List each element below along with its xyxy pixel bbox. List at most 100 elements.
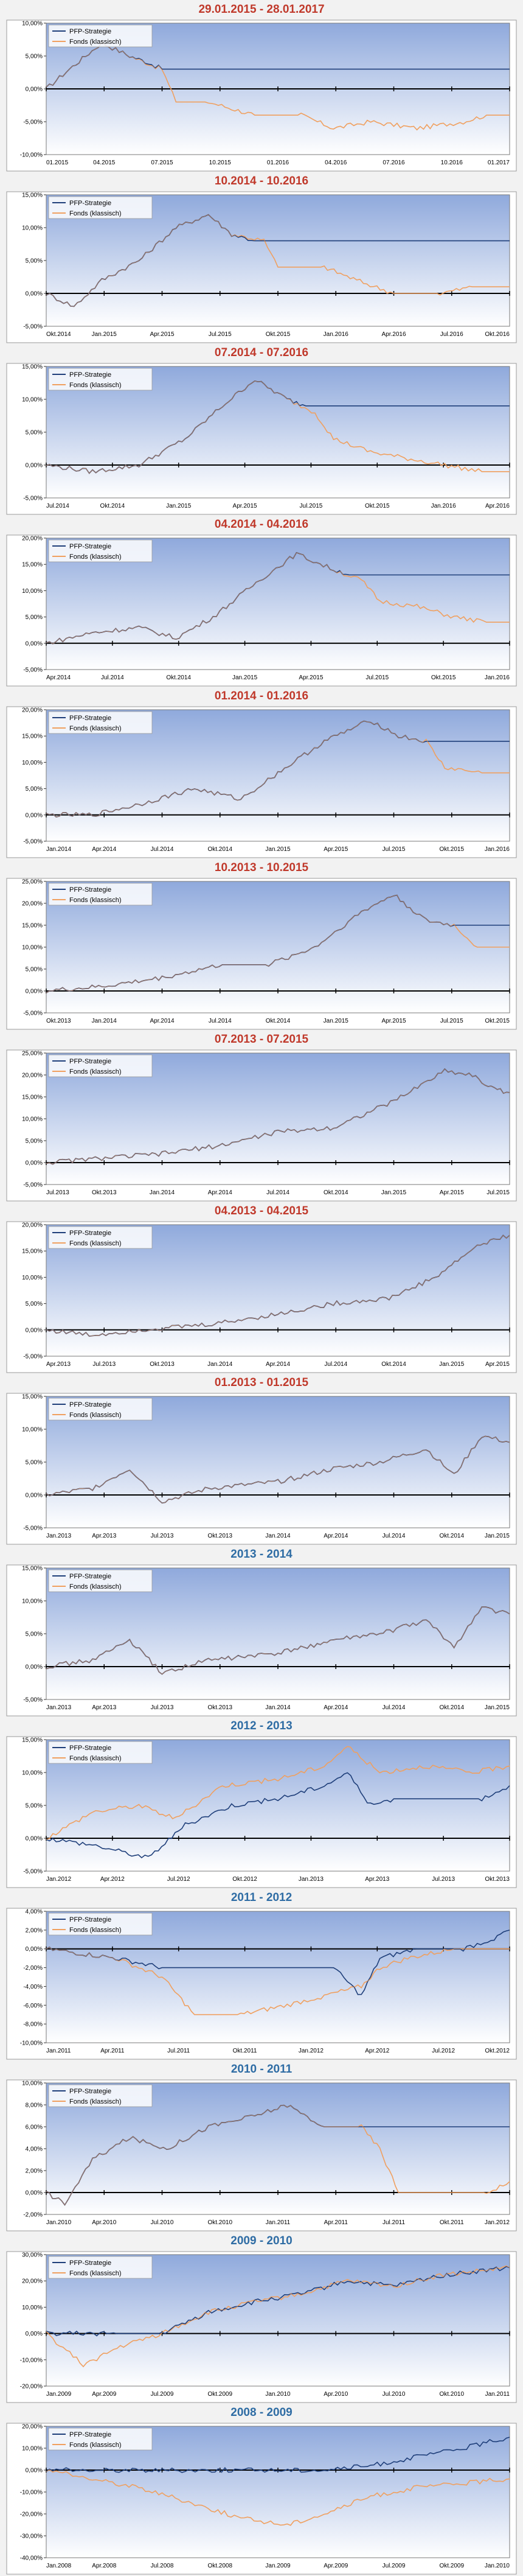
y-tick-label: 0,00% [26,1327,43,1334]
x-tick-label: Jan.2012 [299,2048,324,2054]
x-tick-label: Okt.2015 [485,1018,510,1024]
x-tick-label: Okt.2009 [207,2391,232,2398]
chart-title: 10.2014 - 10.2016 [214,175,309,187]
y-tick-label: 0,00% [26,2190,43,2197]
y-tick-label: 20,00% [22,1073,43,1079]
series-line-fund-overlay [46,1606,510,1675]
x-tick-label: Okt.2014 [166,674,191,681]
x-tick-label: Jan.2014 [207,1361,233,1368]
legend-label-strategy: PFP-Strategie [69,1058,111,1065]
y-tick-label: 4,00% [26,1909,43,1916]
x-tick-label: Okt.2012 [485,2048,510,2054]
x-tick-label: Okt.2013 [92,1189,117,1196]
x-tick-label: Okt.2011 [440,2219,464,2226]
legend: PFP-Strategie Fonds (klassisch) [48,368,153,391]
y-tick-label: 5,00% [26,1138,43,1145]
x-tick-label: Jul.2011 [167,2048,190,2054]
x-tick-label: Apr.2013 [365,1876,389,1883]
x-tick-label: Okt.2014 [439,1704,464,1711]
chart-svg: -5,00% 0,00% 5,00% 10,00% 15,00% Jan.2013 Apr.… [6,1393,517,1545]
x-tick-label: Okt.2013 [207,1704,232,1711]
x-tick-label: Apr.2014 [92,846,116,853]
y-tick-label: 0,00% [26,291,43,298]
y-tick-label: 10,00% [22,2081,43,2087]
x-tick-label: Okt.2014 [100,503,125,509]
y-tick-label: 0,00% [26,812,43,819]
legend: PFP-Strategie Fonds (klassisch) [48,1398,153,1421]
x-tick-label: 07.2015 [151,159,173,166]
x-tick-label: Jan.2015 [485,1533,510,1539]
x-tick-label: Apr.2015 [233,503,257,509]
x-tick-label: Jan.2016 [431,503,457,509]
x-tick-label: Jul.2014 [383,1533,406,1539]
x-tick-label: Jul.2013 [151,1704,174,1711]
y-tick-label: 10,00% [22,2446,43,2452]
y-tick-label: 20,00% [22,1222,43,1229]
x-tick-label: Jul.2009 [383,2563,406,2569]
y-tick-label: 15,00% [22,1737,43,1744]
legend-box [48,711,153,734]
y-tick-label: -5,00% [23,667,43,674]
y-tick-label: 15,00% [22,923,43,929]
x-tick-label: Jul.2015 [300,503,323,509]
x-tick-label: Okt.2015 [365,503,390,509]
x-tick-label: Jan.2011 [266,2219,291,2226]
x-tick-label: Jul.2010 [151,2219,174,2226]
y-tick-label: 5,00% [26,1301,43,1307]
series-line-strategy [46,1772,510,1859]
legend-box [48,1569,153,1592]
x-tick-label: Jul.2014 [383,1704,406,1711]
chart-svg: -5,00% 0,00% 5,00% 10,00% 15,00% 20,00% Apr.20… [6,1221,517,1373]
x-tick-label: Apr.2011 [324,2219,348,2226]
y-tick-label: 0,00% [26,463,43,469]
series-line-fund-overlay [46,552,510,645]
x-tick-label: Jul.2013 [46,1189,69,1196]
x-tick-label: Apr.2011 [100,2048,125,2054]
y-tick-label: 10,00% [22,1770,43,1777]
x-tick-label: Jan.2010 [265,2391,291,2398]
x-tick-label: Okt.2016 [485,331,510,338]
legend-label-strategy: PFP-Strategie [69,1745,111,1752]
x-tick-label: Apr.2012 [365,2048,389,2054]
chart-title: 07.2014 - 07.2016 [214,346,309,359]
legend: PFP-Strategie Fonds (klassisch) [48,1569,153,1592]
y-tick-label: -5,00% [23,495,43,502]
y-tick-label: 10,00% [22,225,43,232]
legend-box [48,24,153,47]
y-tick-label: 0,00% [26,1160,43,1167]
y-tick-label: 30,00% [22,2252,43,2259]
legend: PFP-Strategie Fonds (klassisch) [48,2084,153,2107]
x-tick-label: Jan.2015 [324,1018,349,1024]
legend-label-strategy: PFP-Strategie [69,715,111,722]
x-tick-label: Jul.2012 [167,1876,190,1883]
x-tick-label: Okt.2015 [439,846,464,853]
x-tick-label: 01.2017 [488,159,510,166]
series-line-strategy [46,1930,510,1995]
x-tick-label: Jul.2013 [432,1876,455,1883]
y-tick-label: 2,00% [26,2168,43,2175]
x-tick-label: Jan.2014 [265,1533,291,1539]
x-tick-label: 10.2016 [441,159,463,166]
y-tick-label: 0,00% [26,2331,43,2337]
y-tick-label: 5,00% [26,786,43,793]
y-tick-label: 5,00% [26,967,43,973]
x-tick-label: Jan.2013 [46,1533,72,1539]
legend-label-fund: Fonds (klassisch) [69,1927,122,1934]
x-tick-label: Jan.2014 [46,846,72,853]
y-tick-label: 10,00% [22,1427,43,1433]
y-tick-label: -2,00% [23,1965,43,1972]
y-tick-label: 10,00% [22,760,43,766]
x-tick-label: Jan.2015 [485,1704,510,1711]
chart-title: 04.2014 - 04.2016 [214,518,309,531]
x-tick-label: Apr.2016 [381,331,406,338]
y-tick-label: -10,00% [20,2490,43,2496]
y-tick-label: 25,00% [22,879,43,886]
y-tick-label: 10,00% [22,945,43,951]
x-tick-label: Jan.2012 [485,2219,510,2226]
y-tick-label: -2,00% [23,2212,43,2219]
y-tick-label: 0,00% [26,2468,43,2474]
legend-label-strategy: PFP-Strategie [69,543,111,550]
y-tick-label: -10,00% [20,2357,43,2364]
y-tick-label: -5,00% [23,1010,43,1017]
